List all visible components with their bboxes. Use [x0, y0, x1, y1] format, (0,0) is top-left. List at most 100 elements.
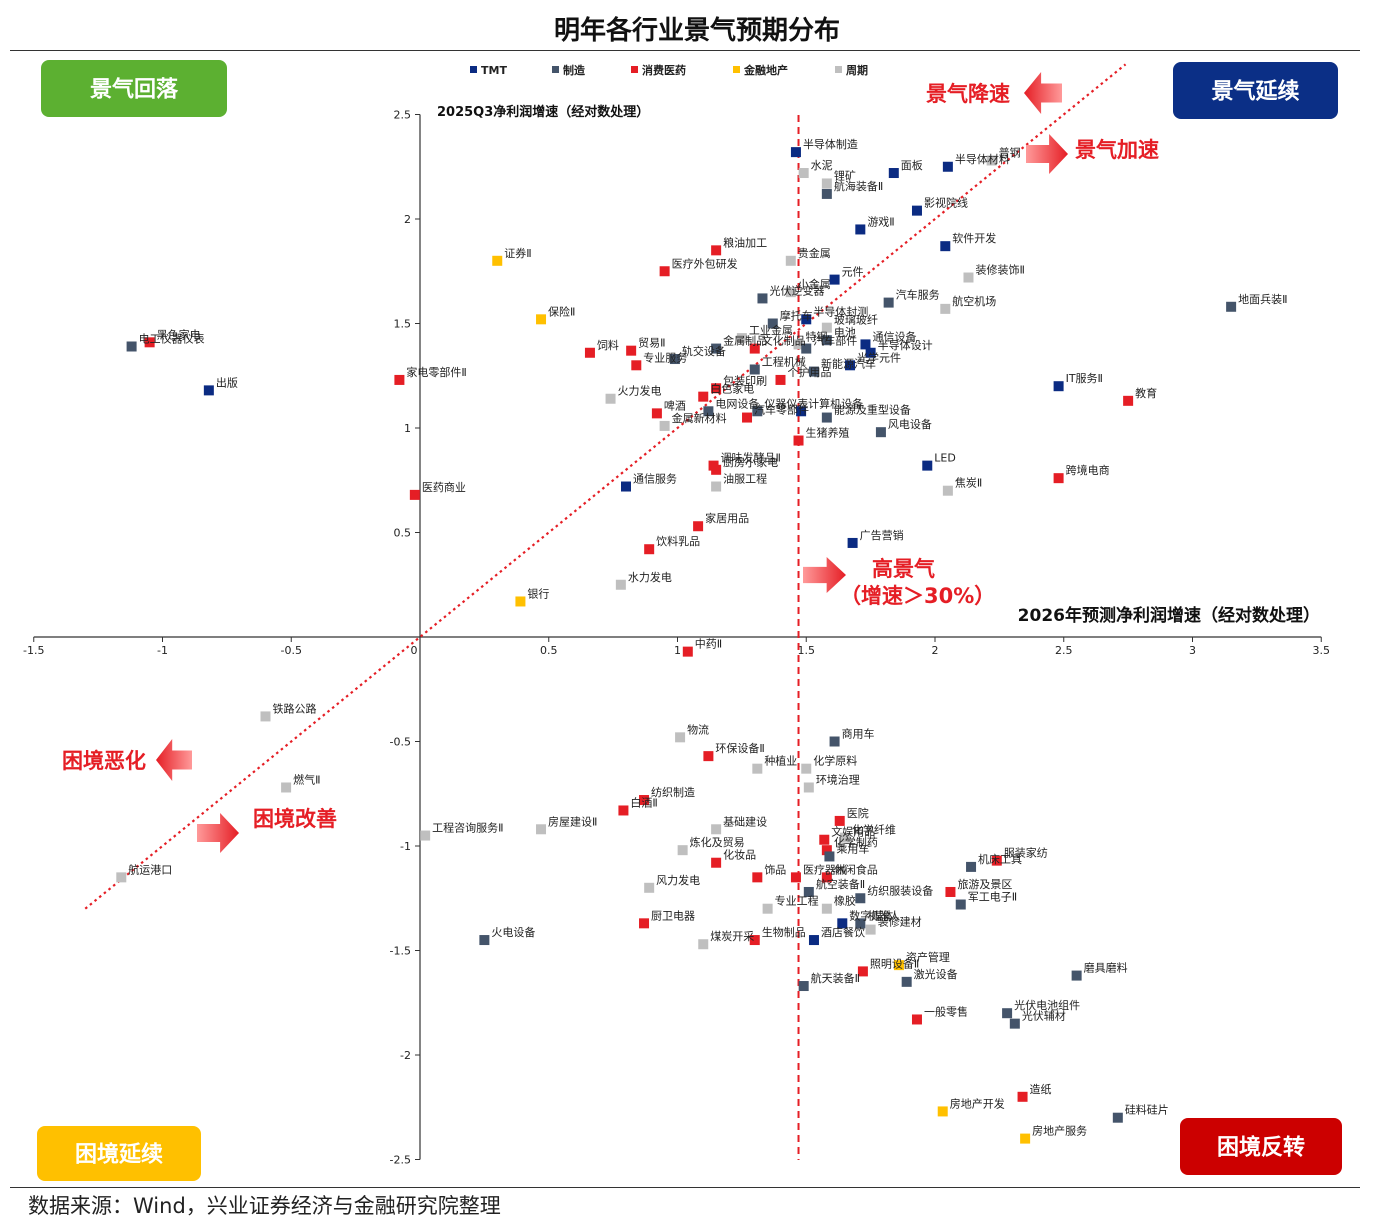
data-point: [966, 861, 977, 872]
data-point: [937, 1106, 948, 1117]
data-label: 文娱用品: [831, 825, 875, 839]
data-point: [1053, 381, 1064, 392]
data-point: [821, 178, 832, 189]
annotation-high-1: 高景气: [872, 557, 935, 581]
data-point: [757, 293, 768, 304]
arrow-left-icon: [1024, 72, 1062, 114]
data-point: [749, 343, 760, 354]
legend-swatch: [552, 66, 559, 73]
data-point: [821, 322, 832, 333]
data-label: 航海装备Ⅱ: [834, 179, 883, 193]
legend-item-label: 周期: [846, 63, 868, 77]
data-point: [1071, 970, 1082, 981]
axes: -1.5 -1 -0.5 0 0.5 1 1.5 2 2.5 3 3.5 2.5 2 1.5 1 0.5 -0.…: [23, 104, 1330, 1167]
data-label: 半导体制造: [803, 137, 858, 151]
data-point: [126, 341, 137, 352]
data-label: 生物制品: [762, 925, 806, 939]
data-point: [821, 412, 832, 423]
data-point: [752, 406, 763, 417]
data-point: [893, 960, 904, 971]
data-label: 玻璃玻纤: [834, 313, 878, 327]
data-point: [785, 287, 796, 298]
data-point: [883, 297, 894, 308]
data-point: [492, 255, 503, 266]
data-point: [767, 318, 778, 329]
data-label: 跨境电商: [1066, 463, 1110, 477]
data-point: [711, 245, 722, 256]
data-point: [793, 435, 804, 446]
data-point: [1112, 1112, 1123, 1123]
data-point: [675, 732, 686, 743]
data-point: [803, 782, 814, 793]
data-point: [479, 935, 490, 946]
data-point: [865, 924, 876, 935]
data-label: 小金属: [798, 277, 831, 291]
data-label: 酒店餐饮: [821, 925, 865, 939]
data-label: 火电设备: [491, 925, 535, 939]
data-point: [749, 364, 760, 375]
data-point: [945, 886, 956, 897]
data-label: 炼化及贸易: [690, 835, 745, 849]
data-point: [834, 815, 845, 826]
data-label: IT服务Ⅱ: [1066, 372, 1103, 385]
data-point: [963, 272, 974, 283]
data-point: [821, 335, 832, 346]
data-label: 机器人: [867, 908, 900, 922]
data-point: [711, 857, 722, 868]
data-point: [798, 981, 809, 992]
data-label: 航天装备Ⅱ: [811, 971, 860, 985]
data-point: [829, 274, 840, 285]
data-point: [515, 596, 526, 607]
data-point: [1226, 301, 1237, 312]
data-point: [605, 393, 616, 404]
data-point: [711, 824, 722, 835]
data-label: 半导体设计: [878, 338, 933, 352]
legend-item-label: 金融地产: [743, 63, 788, 77]
data-label: 煤炭开采: [710, 930, 754, 943]
data-label: 航空装备Ⅱ: [816, 877, 865, 891]
data-point: [631, 360, 642, 371]
data-point: [801, 314, 812, 325]
data-point: [621, 481, 631, 492]
data-label: 饮料乳品: [656, 534, 700, 548]
data-label: 教育: [1135, 386, 1157, 400]
data-point: [409, 489, 420, 500]
data-label: 商用车: [842, 727, 875, 741]
data-point: [659, 266, 670, 277]
data-label: 环境治理: [816, 772, 860, 786]
data-label: 激光设备: [914, 967, 958, 981]
data-label: 摩托车: [780, 309, 813, 323]
data-label: 白色家电: [710, 382, 754, 396]
data-label: 轨交设备: [682, 344, 726, 358]
data-point: [626, 345, 637, 356]
data-point: [615, 579, 626, 590]
data-point: [618, 805, 629, 816]
data-label: 锂矿: [834, 168, 856, 182]
data-label: 水力发电: [628, 570, 672, 584]
data-label: 电工仪器仪表: [139, 331, 205, 345]
diagonal-line: [84, 63, 1127, 910]
data-point: [845, 360, 856, 371]
data-label: 化学原料: [813, 754, 857, 768]
data-label: 磨具磨料: [1084, 961, 1128, 975]
data-label: 燃气Ⅱ: [293, 772, 320, 786]
data-point: [749, 935, 760, 946]
data-point: [651, 408, 662, 419]
data-point: [940, 303, 951, 314]
data-point: [837, 918, 848, 929]
data-point: [536, 314, 547, 325]
data-point: [1020, 1133, 1031, 1144]
data-label: 装修建材: [878, 915, 922, 929]
data-point: [116, 872, 127, 883]
data-point: [639, 795, 650, 806]
data-label: 电池: [834, 326, 856, 339]
data-label: 新能源汽车: [821, 357, 876, 371]
data-point: [821, 845, 832, 856]
data-label: 啤酒: [664, 398, 686, 412]
data-label: 个护用品: [788, 365, 832, 379]
x-axis-title: 2026年预测净利润增速（经对数处理）: [1018, 605, 1320, 626]
data-label: 纺织制造: [651, 785, 695, 799]
data-label: 化学制药: [834, 835, 878, 849]
